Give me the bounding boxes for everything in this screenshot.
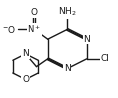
- Text: N: N: [83, 35, 90, 44]
- Text: Cl: Cl: [100, 54, 109, 63]
- Text: O: O: [22, 75, 29, 84]
- Text: O: O: [31, 8, 38, 17]
- Text: N$^+$: N$^+$: [27, 24, 41, 35]
- Text: N: N: [22, 49, 29, 58]
- Text: $^{-}$O: $^{-}$O: [2, 24, 16, 35]
- Text: NH$_2$: NH$_2$: [58, 5, 77, 18]
- Text: N: N: [64, 64, 71, 73]
